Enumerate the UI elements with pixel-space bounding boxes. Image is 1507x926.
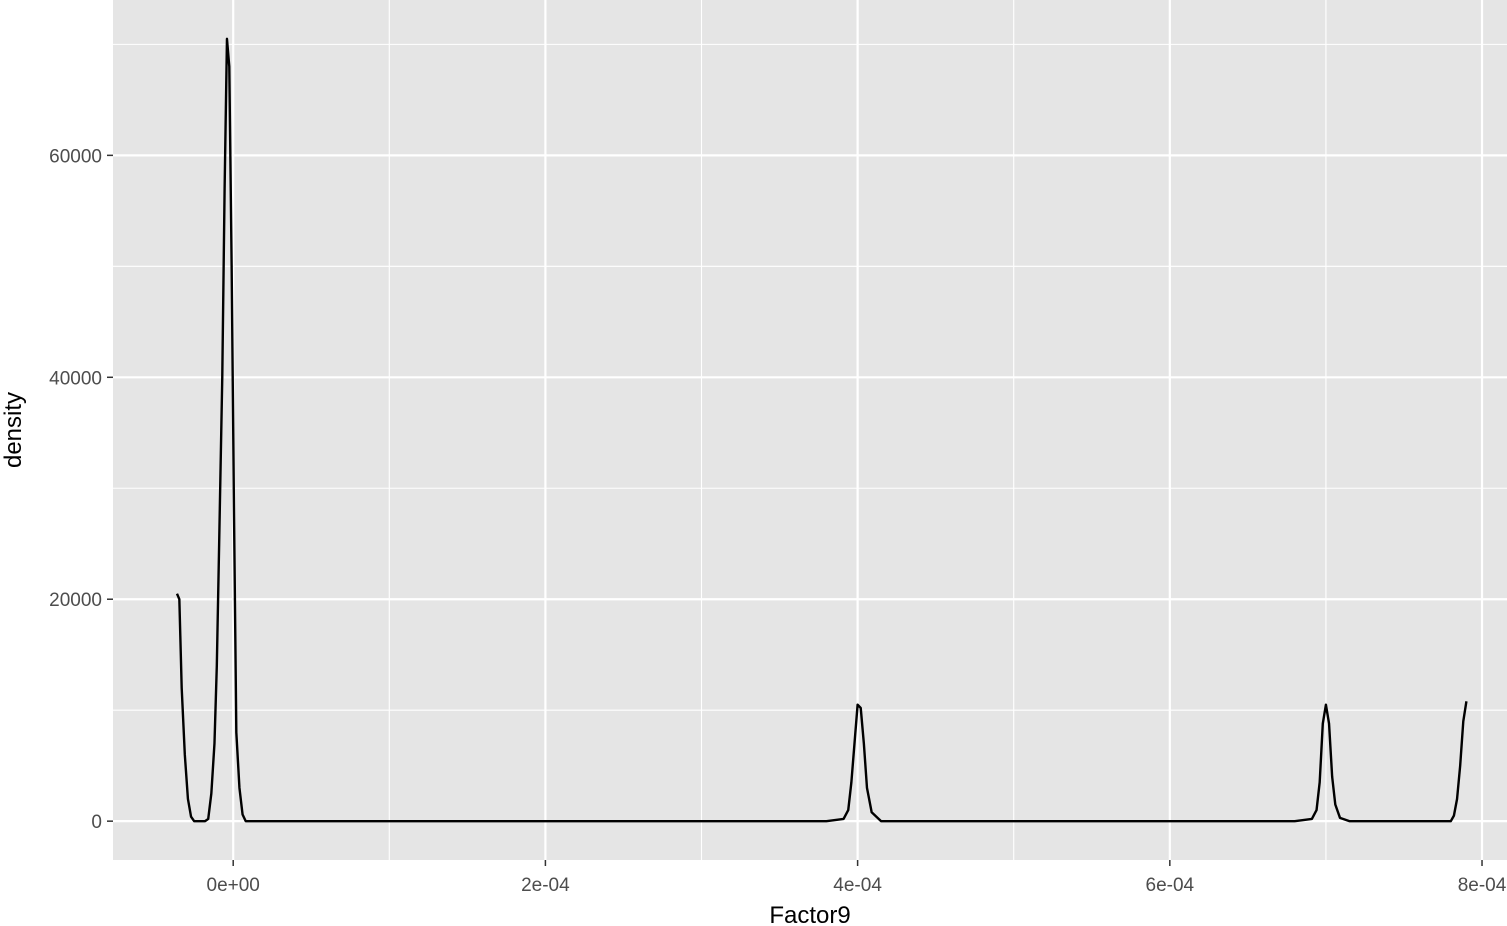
minor-gridlines bbox=[113, 0, 1507, 860]
x-tick-label: 0e+00 bbox=[207, 875, 260, 896]
plot-panel bbox=[113, 0, 1507, 860]
x-tick-label: 6e-04 bbox=[1146, 875, 1195, 896]
axis-tick-marks bbox=[107, 154, 1483, 866]
y-tick-label: 60000 bbox=[49, 146, 102, 167]
x-axis-title: Factor9 bbox=[769, 902, 850, 926]
x-tick-label: 4e-04 bbox=[833, 875, 882, 896]
density-line bbox=[175, 37, 1468, 823]
y-axis-tick-labels: 0 20000 40000 60000 bbox=[49, 146, 102, 833]
series-layer bbox=[175, 37, 1468, 823]
y-tick-label: 0 bbox=[91, 812, 102, 833]
y-tick-label: 40000 bbox=[49, 368, 102, 389]
x-tick-label: 8e-04 bbox=[1458, 875, 1507, 896]
y-axis-title: density bbox=[0, 392, 27, 468]
y-tick-label: 20000 bbox=[49, 590, 102, 611]
x-tick-label: 2e-04 bbox=[521, 875, 570, 896]
x-axis-tick-labels: 0e+00 2e-04 4e-04 6e-04 8e-04 bbox=[207, 875, 1507, 896]
